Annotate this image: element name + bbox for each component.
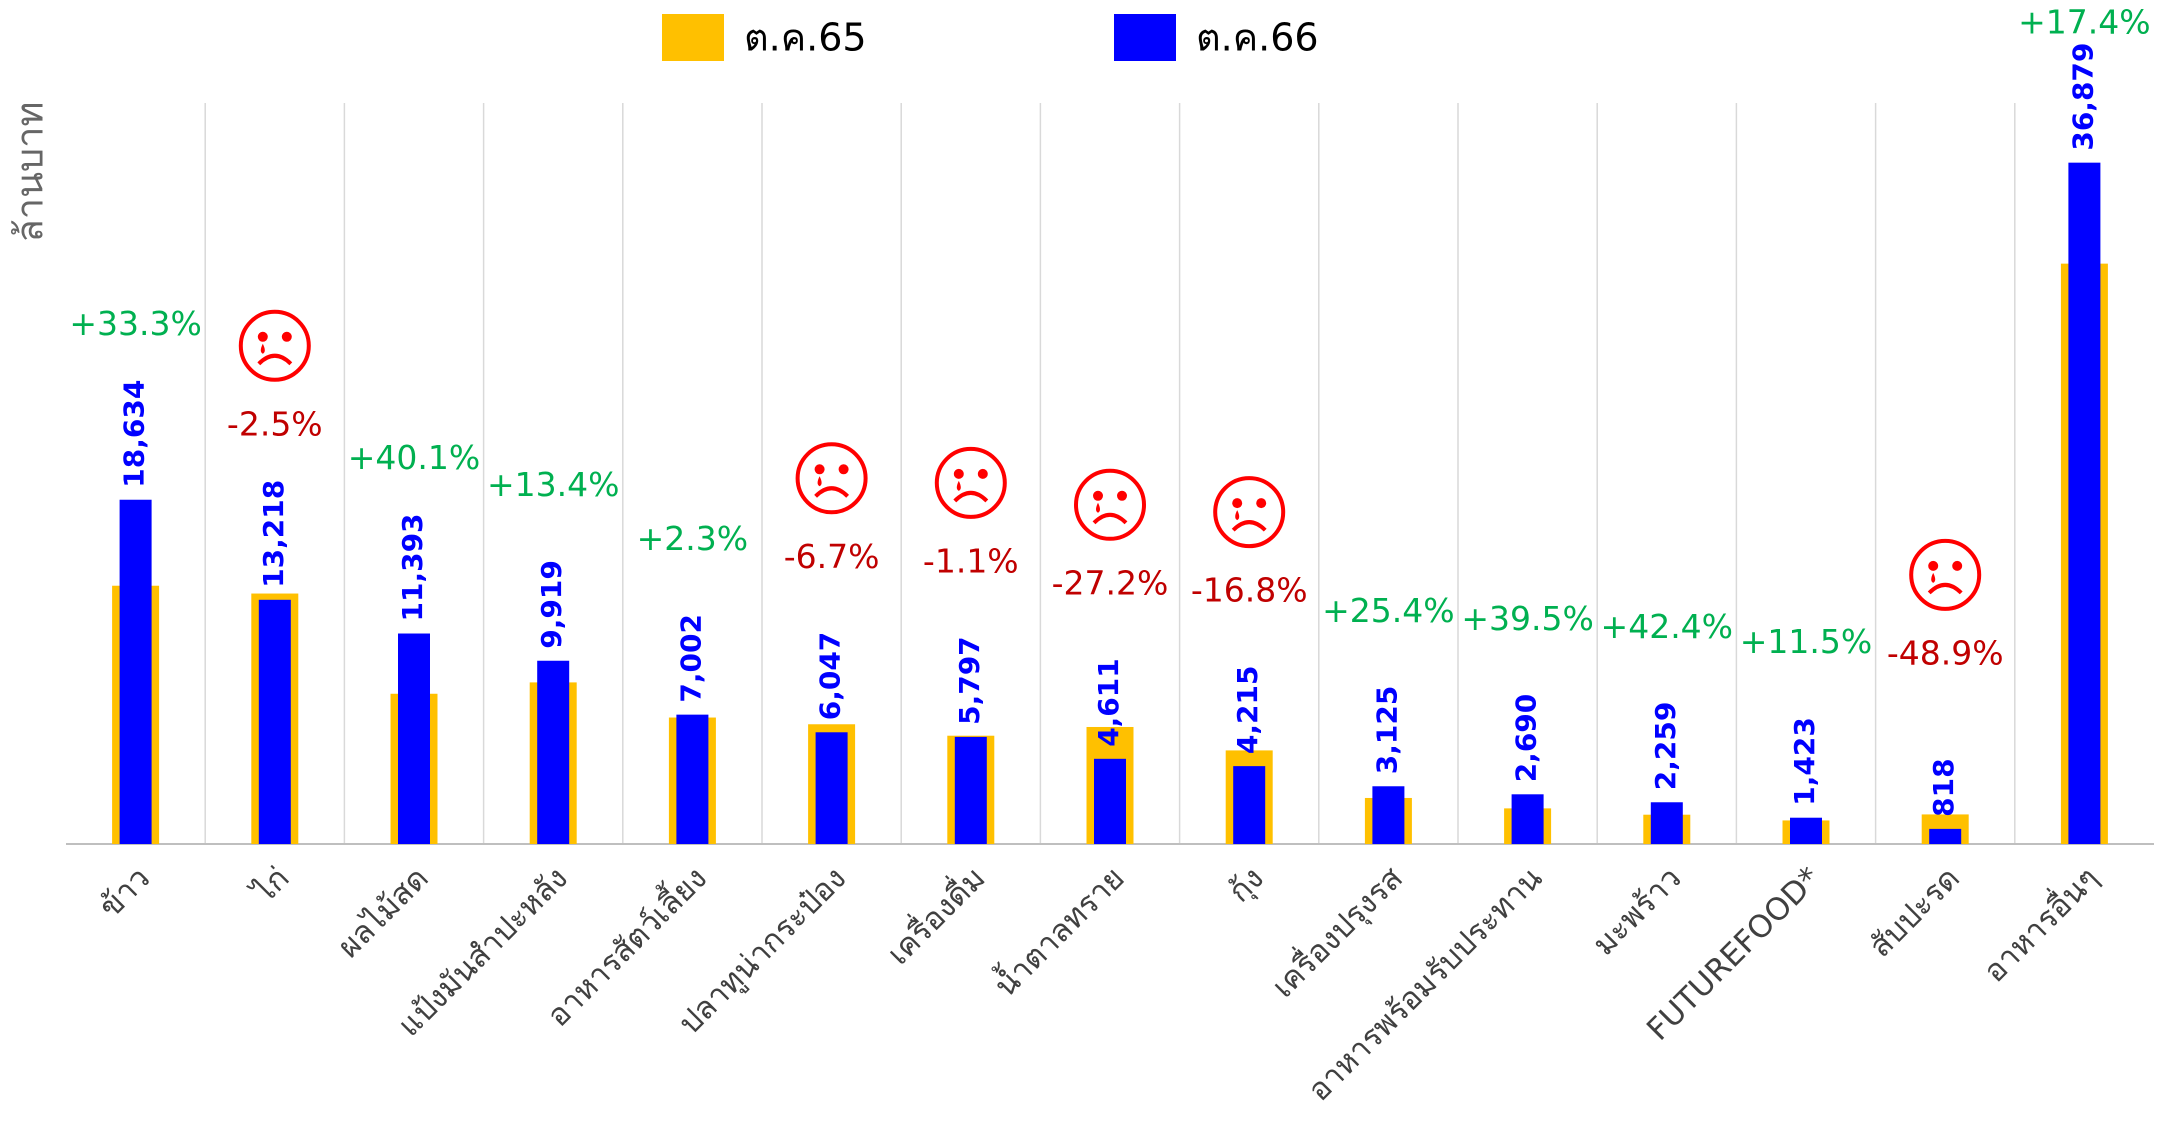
- face: [934, 446, 1007, 519]
- mouth: [1092, 512, 1128, 525]
- eye: [1256, 498, 1267, 509]
- eye: [281, 331, 292, 342]
- bar: [398, 633, 430, 844]
- value-label: 6,047: [814, 632, 847, 721]
- legend-label: ต.ค.66: [1196, 16, 1319, 60]
- legend-label: ต.ค.65: [744, 16, 867, 60]
- value-label: 2,259: [1649, 702, 1682, 791]
- bar: [1650, 802, 1683, 844]
- change-label: +40.1%: [348, 438, 480, 477]
- x-tick-label: อาหารอื่นๆ: [1974, 857, 2106, 989]
- tear: [817, 476, 822, 487]
- eye: [1093, 490, 1103, 501]
- change-label: -48.9%: [1887, 633, 2004, 672]
- mouth: [1231, 520, 1267, 532]
- change-label: -2.5%: [227, 404, 323, 443]
- x-tick-label: กุ้ง: [1221, 860, 1271, 910]
- bar: [1372, 786, 1405, 844]
- eye: [1928, 560, 1939, 571]
- bar: [119, 499, 152, 844]
- value-label: 36,879: [2066, 43, 2099, 151]
- bar: [1094, 758, 1126, 844]
- eye: [838, 464, 849, 475]
- face: [1213, 476, 1286, 549]
- x-tick-label: ผลไม้สด: [331, 860, 436, 965]
- change-label: +33.3%: [69, 304, 201, 343]
- change-label: -6.7%: [784, 537, 880, 576]
- tear: [1235, 510, 1240, 521]
- tear: [260, 343, 265, 354]
- bar: [1233, 766, 1266, 844]
- value-label: 13,218: [257, 480, 290, 588]
- value-label: 9,919: [535, 560, 568, 649]
- value-label: 818: [1927, 758, 1960, 816]
- legend-swatch: [662, 14, 724, 61]
- sad-face-icon: [934, 446, 1007, 519]
- tear: [1096, 502, 1100, 513]
- face: [795, 442, 868, 515]
- value-label: 2,690: [1510, 694, 1543, 783]
- eye: [1117, 490, 1127, 501]
- legend-swatch: [1114, 14, 1176, 61]
- x-tick-label: น้ำตาลทราย: [984, 857, 1132, 1005]
- mouth: [953, 490, 989, 503]
- x-tick-label: สับปะรด: [1862, 860, 1966, 964]
- sad-face-icon: [1213, 476, 1286, 549]
- tear: [1931, 572, 1936, 583]
- x-tick-label: มะพร้าว: [1586, 860, 1689, 963]
- mouth: [1927, 582, 1963, 595]
- bar: [1511, 794, 1544, 844]
- change-label: +2.3%: [637, 519, 749, 558]
- sad-face-icon: [238, 309, 311, 382]
- eye: [953, 468, 964, 479]
- x-tick-label: ไก่: [245, 860, 297, 912]
- change-label: -1.1%: [923, 541, 1019, 580]
- bar: [676, 714, 709, 844]
- change-label: +25.4%: [1322, 591, 1454, 630]
- face: [1074, 468, 1146, 541]
- change-label: -27.2%: [1052, 563, 1169, 602]
- eye: [1952, 560, 1963, 571]
- value-label: 18,634: [118, 380, 151, 488]
- bar: [258, 599, 291, 844]
- value-label: 7,002: [674, 614, 707, 703]
- sad-face-icon: [1909, 538, 1982, 611]
- eye: [814, 464, 825, 475]
- face: [238, 309, 311, 382]
- bar: [2068, 162, 2101, 845]
- value-label: 1,423: [1788, 717, 1821, 806]
- sad-face-icon: [795, 442, 868, 515]
- value-label: 5,797: [953, 636, 986, 725]
- x-tick-label: ข้าว: [92, 860, 157, 925]
- mouth: [257, 353, 293, 366]
- value-label: 3,125: [1370, 686, 1403, 775]
- value-label: 11,393: [396, 513, 429, 621]
- change-label: +42.4%: [1601, 607, 1733, 646]
- change-label: +13.4%: [487, 465, 619, 504]
- bar: [1790, 817, 1822, 844]
- eye: [1232, 498, 1243, 509]
- mouth: [814, 486, 850, 498]
- bar: [954, 736, 987, 844]
- x-tick-label: อาหารพร้อมรับประทาน: [1301, 860, 1549, 1108]
- sad-face-icon: [1074, 468, 1146, 541]
- bar: [537, 660, 570, 844]
- bar: [1929, 828, 1962, 844]
- y-axis-label: ล้านบาท: [8, 101, 52, 242]
- change-label: -16.8%: [1191, 571, 1308, 610]
- x-tick-label: เครื่องปรุงรส: [1262, 857, 1410, 1005]
- x-tick-label: เครื่องดื่ม: [878, 857, 993, 972]
- bar: [815, 732, 848, 844]
- change-label: +11.5%: [1740, 622, 1872, 661]
- value-label: 4,215: [1231, 666, 1264, 755]
- eye: [977, 468, 988, 479]
- face: [1909, 538, 1982, 611]
- change-label: +17.4%: [2018, 3, 2150, 42]
- value-label: 4,611: [1092, 658, 1125, 747]
- change-label: +39.5%: [1461, 599, 1593, 638]
- tear: [956, 480, 961, 491]
- eye: [257, 331, 268, 342]
